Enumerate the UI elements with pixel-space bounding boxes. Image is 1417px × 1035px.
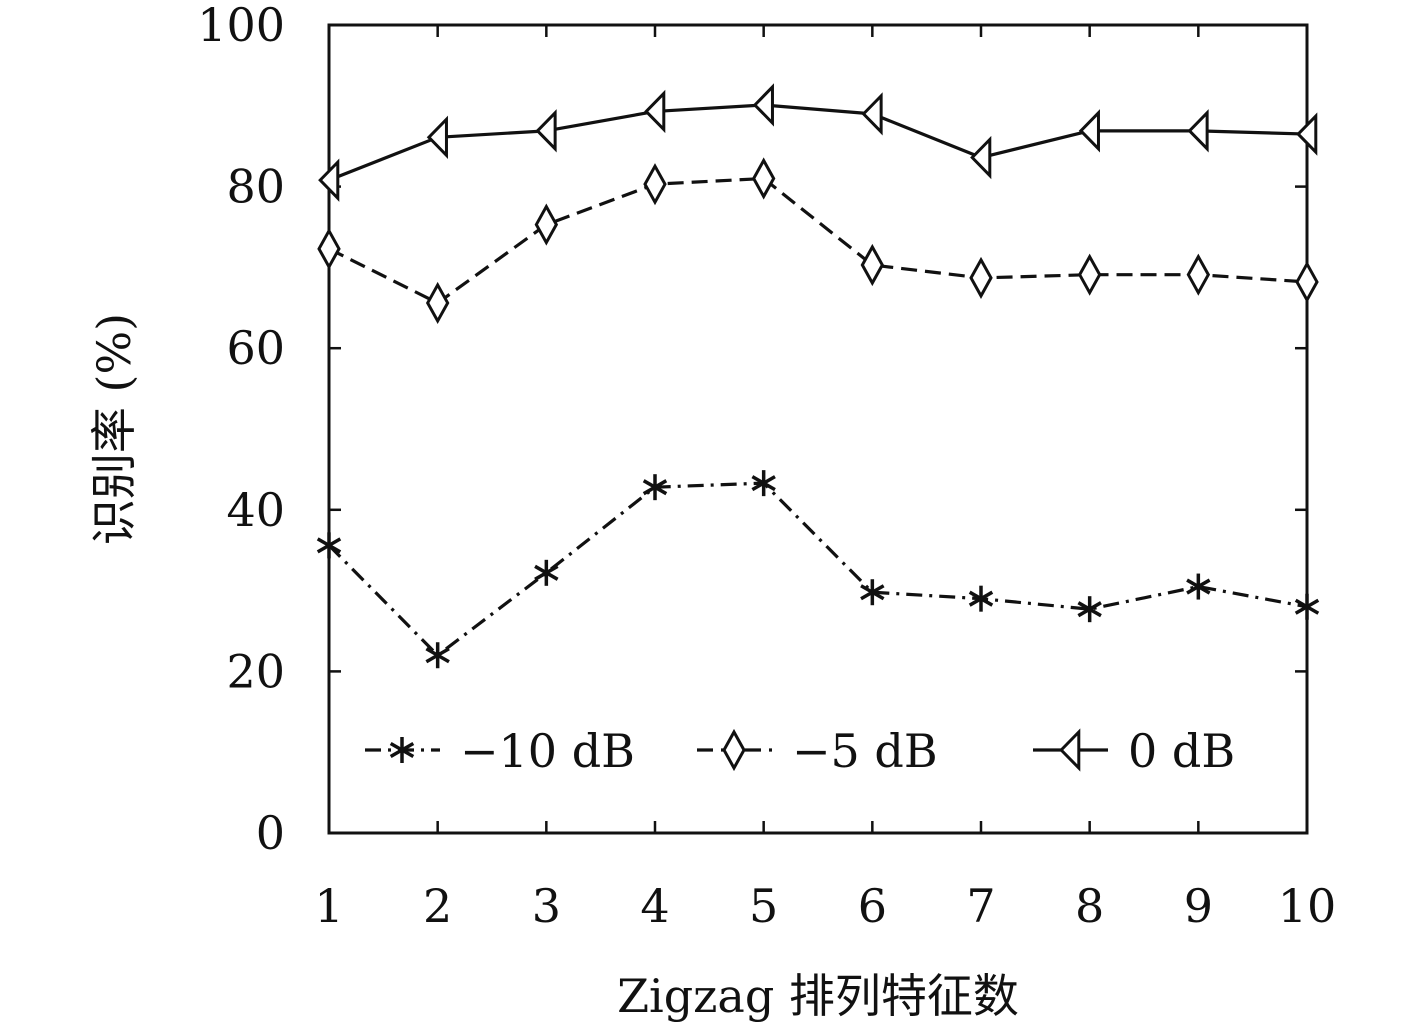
data-point-series-0 [316,532,342,559]
marker-shape [860,243,885,287]
marker-shape [425,281,450,325]
marker-shape [751,157,776,200]
data-point-series-0 [1186,573,1211,600]
x-tick-label: 7 [966,879,995,933]
marker-shape [970,135,992,180]
data-point-series-2 [1187,109,1209,153]
legend-label-2: 0 dB [1128,724,1235,778]
marker-shape [861,92,883,136]
marker-shape [1295,260,1319,304]
data-point-series-1 [1077,253,1102,296]
y-tick-label: 80 [226,160,285,214]
data-point-series-1 [969,256,993,299]
x-tick-label: 10 [1278,879,1337,933]
y-tick-label: 20 [226,644,285,698]
marker-shape [1186,253,1211,296]
data-point-series-2 [318,158,340,202]
data-point-series-2 [970,135,992,180]
data-point-series-0 [1077,596,1102,623]
marker-shape [534,203,559,246]
data-point-series-0 [534,559,559,586]
legend: −10 dB −5 dB 0 dB [365,724,1235,778]
data-point-series-2 [426,115,448,159]
plot-frame [327,23,1309,835]
data-point-series-1 [643,163,667,206]
marker-shape [644,89,666,134]
data-point-series-2 [535,109,557,153]
marker-stroke [316,537,342,554]
x-tick-label: 5 [749,879,778,933]
marker-shape [426,115,448,159]
data-point-series-1 [751,157,776,200]
data-point-series-2 [1296,112,1318,156]
data-point-series-1 [860,243,885,287]
marker-shape [752,83,774,127]
series-layer [316,83,1320,669]
y-tick-label: 0 [256,806,285,860]
marker-stroke [534,564,559,581]
data-point-series-2 [752,83,774,127]
marker-shape [535,109,557,153]
data-point-series-0 [968,585,994,612]
data-point-series-1 [425,281,450,325]
y-tick-label: 100 [197,0,285,52]
x-tick-label: 1 [314,879,343,933]
marker-shape [643,163,667,206]
marker-stroke [968,590,994,607]
legend-marker-0 [389,737,415,763]
marker-stroke [389,741,415,759]
series-line-0 [327,481,1308,657]
y-axis-title: 识别率 (%) [87,313,141,545]
marker-shape [722,728,746,772]
marker-stroke [1077,601,1102,618]
data-point-series-0 [1294,593,1320,620]
y-tick-label: 40 [226,483,285,537]
data-point-series-0 [860,579,885,606]
data-point-series-1 [534,203,559,246]
x-axis-ticks: 1 2 3 4 5 6 7 8 9 10 [314,25,1336,933]
x-tick-label: 2 [423,879,452,933]
marker-shape [969,256,993,299]
marker-shape [1077,253,1102,296]
data-point-series-1 [1186,253,1211,296]
series-line-2 [328,103,1308,182]
marker-stroke [1186,578,1211,595]
marker-shape [1187,109,1209,153]
x-tick-label: 3 [532,879,561,933]
marker-shape [1059,728,1081,772]
data-point-series-0 [642,474,668,501]
legend-marker-1 [722,728,746,772]
data-point-series-2 [1078,109,1100,153]
x-tick-label: 9 [1184,879,1213,933]
marker-shape [317,227,341,270]
x-tick-label: 8 [1075,879,1104,933]
data-point-series-0 [425,642,450,669]
data-point-series-2 [861,92,883,136]
x-tick-label: 6 [858,879,887,933]
legend-marker-2 [1059,728,1081,772]
marker-shape [318,158,340,202]
marker-stroke [642,479,668,496]
data-point-series-1 [317,227,341,270]
x-axis-title: Zigzag 排列特征数 [617,969,1019,1023]
y-tick-label: 60 [226,321,285,375]
data-point-series-2 [644,89,666,134]
marker-stroke [860,584,885,601]
marker-stroke [751,475,776,492]
series-line-1 [328,176,1308,305]
x-tick-label: 4 [640,879,669,933]
marker-shape [1296,112,1318,156]
marker-shape [1078,109,1100,153]
y-axis-ticks: 0 20 40 60 80 100 [197,0,1307,860]
marker-stroke [425,647,450,664]
legend-label-0: −10 dB [460,724,635,778]
legend-label-1: −5 dB [792,724,938,778]
data-point-series-1 [1295,260,1319,304]
data-point-series-0 [751,470,776,497]
marker-stroke [1294,598,1320,615]
